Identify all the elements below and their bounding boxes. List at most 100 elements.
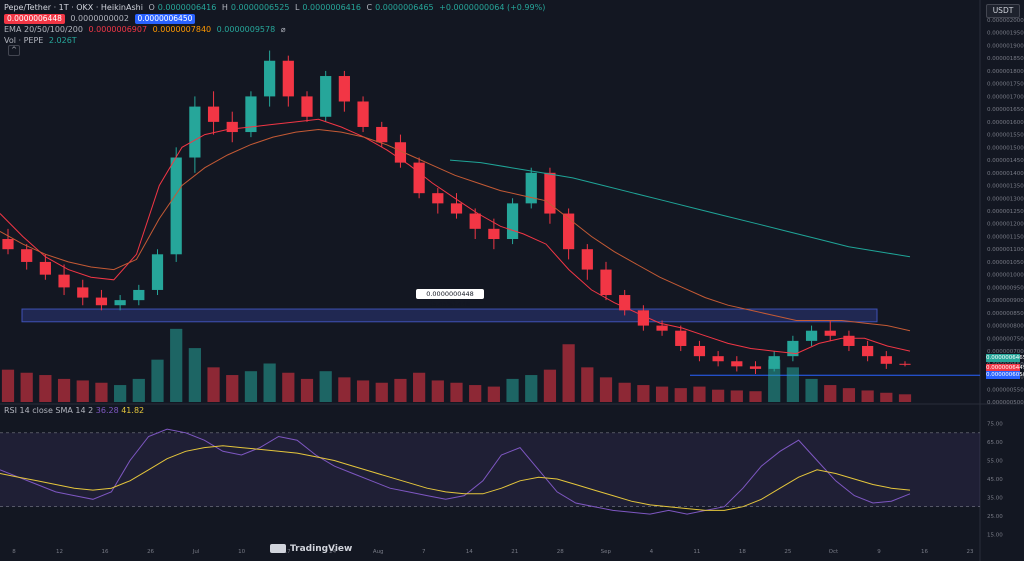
volume-bar — [394, 378, 407, 402]
symbol-title[interactable]: Pepe/Tether · 1T · OKX · HeikinAshi — [4, 3, 143, 12]
price-axis-label: 0.0000011500 — [987, 234, 1024, 240]
time-axis-label: Oct — [829, 549, 839, 555]
volume-bar — [824, 385, 837, 402]
price-axis-label: 0.0000018500 — [987, 56, 1024, 62]
tradingview-mark-icon — [270, 544, 286, 553]
measure-label: 0.0000000448 (5.45%) 448 — [416, 289, 484, 308]
time-axis-label: Jul — [192, 549, 200, 555]
ema-label[interactable]: EMA 20/50/100/200 — [4, 25, 83, 34]
volume-value: 2.026T — [48, 36, 77, 45]
volume-bar — [375, 382, 388, 402]
ohlc-h-label: H — [221, 3, 228, 12]
volume-bar — [469, 385, 482, 402]
candle-body — [563, 213, 575, 250]
candle-body — [488, 228, 500, 240]
volume-bar — [861, 390, 874, 402]
candle-body — [469, 213, 481, 229]
price-axis-label: 0.0000014500 — [987, 158, 1024, 164]
rsi-axis-label: 35.00 — [987, 495, 1003, 501]
volume-bar — [674, 388, 687, 402]
rsi-sma-value: 41.82 — [121, 406, 145, 415]
time-axis-label: 18 — [739, 549, 746, 555]
time-axis-label: 16 — [102, 549, 109, 555]
volume-bar — [898, 394, 912, 402]
candle-body — [357, 101, 369, 127]
candle-body — [619, 295, 631, 311]
time-axis-label: 26 — [147, 549, 154, 555]
price-axis-label: 0.0000010000 — [987, 273, 1024, 279]
rsi-axis-label: 15.00 — [987, 532, 1003, 538]
rsi-label[interactable]: RSI 14 close SMA 14 2 — [4, 406, 94, 415]
candle-body — [151, 254, 164, 290]
ema-extra-icon: ⌀ — [280, 25, 286, 34]
support-price-tag: 0.0000006050 — [986, 371, 1024, 379]
volume-bar — [618, 382, 631, 402]
volume-bar — [842, 388, 856, 402]
volume-bar — [525, 375, 538, 402]
header-line-3: EMA 20/50/100/200 0.0000006907 0.0000007… — [4, 25, 289, 35]
rsi-axis-label: 55.00 — [987, 459, 1003, 465]
price-axis-label: 0.0000015000 — [987, 145, 1024, 151]
volume-bar — [637, 385, 650, 402]
price-axis-label: 0.0000012500 — [987, 209, 1024, 215]
currency-button[interactable]: USDT — [986, 4, 1020, 18]
price-axis-label: 0.0000005000 — [987, 400, 1024, 406]
ohlc-c-label: C — [366, 3, 373, 12]
time-axis-label: 10 — [238, 549, 245, 555]
time-axis-label: Aug — [373, 549, 384, 555]
time-axis-label: 11 — [693, 549, 700, 555]
ema50-value: 0.0000007840 — [152, 25, 212, 34]
time-axis-label: 28 — [557, 549, 564, 555]
time-axis-label: 14 — [466, 549, 473, 555]
ohlc-open: 0.0000006416 — [157, 3, 217, 12]
ohlc-o-label: O — [148, 3, 155, 12]
volume-bar — [562, 344, 575, 402]
volume-bar — [20, 372, 33, 402]
support-zone — [21, 308, 878, 323]
candle-body — [245, 96, 257, 133]
time-axis-label: Sep — [601, 549, 612, 555]
candle-body — [749, 366, 762, 369]
bid-button[interactable]: 0.0000006448 — [4, 14, 65, 24]
time-axis-label: 23 — [967, 549, 974, 555]
volume-bar — [282, 372, 295, 402]
time-axis-label: 16 — [921, 549, 928, 555]
candle-body — [320, 76, 332, 117]
volume-label[interactable]: Vol · PEPE — [4, 36, 44, 45]
rsi-axis-label: 75.00 — [987, 422, 1003, 428]
ema200-line — [449, 159, 911, 258]
time-axis-label: 4 — [650, 549, 654, 555]
time-axis-label: 17 — [284, 549, 291, 555]
tradingview-logo[interactable]: TradingView — [270, 544, 352, 554]
collapse-indicators-button[interactable]: ^ — [8, 45, 20, 56]
volume-bar — [95, 382, 108, 402]
price-axis-label: 0.0000016000 — [987, 120, 1024, 126]
candle-body — [581, 249, 593, 270]
candle-body — [338, 76, 350, 102]
volume-bar — [1, 369, 15, 402]
ema20-value: 0.0000006907 — [88, 25, 148, 34]
volume-bar — [786, 367, 799, 402]
volume-bar — [880, 392, 893, 402]
time-axis-label: 25 — [784, 549, 791, 555]
candle-body — [21, 249, 33, 262]
price-axis-label: 0.0000012000 — [987, 222, 1024, 228]
header-line-4: Vol · PEPE 2.026T — [4, 36, 80, 46]
volume-bar — [300, 378, 314, 402]
candle-body — [170, 157, 182, 255]
price-axis-label: 0.0000020000 — [987, 18, 1024, 24]
ask-button[interactable]: 0.0000006450 — [134, 14, 196, 24]
candle-body — [2, 239, 14, 250]
price-axis-label: 0.0000005500 — [987, 387, 1024, 393]
volume-bar — [805, 378, 818, 402]
volume-bar — [114, 385, 127, 402]
rsi-sma-line — [0, 445, 911, 511]
rsi-axis-label: 45.00 — [987, 477, 1003, 483]
candle-body — [824, 330, 836, 336]
volume-bar — [543, 369, 557, 402]
rsi-axis-label: 25.00 — [987, 514, 1003, 520]
volume-bar — [712, 389, 725, 402]
price-axis-label: 0.0000011000 — [987, 247, 1024, 253]
candle-body — [600, 269, 612, 296]
